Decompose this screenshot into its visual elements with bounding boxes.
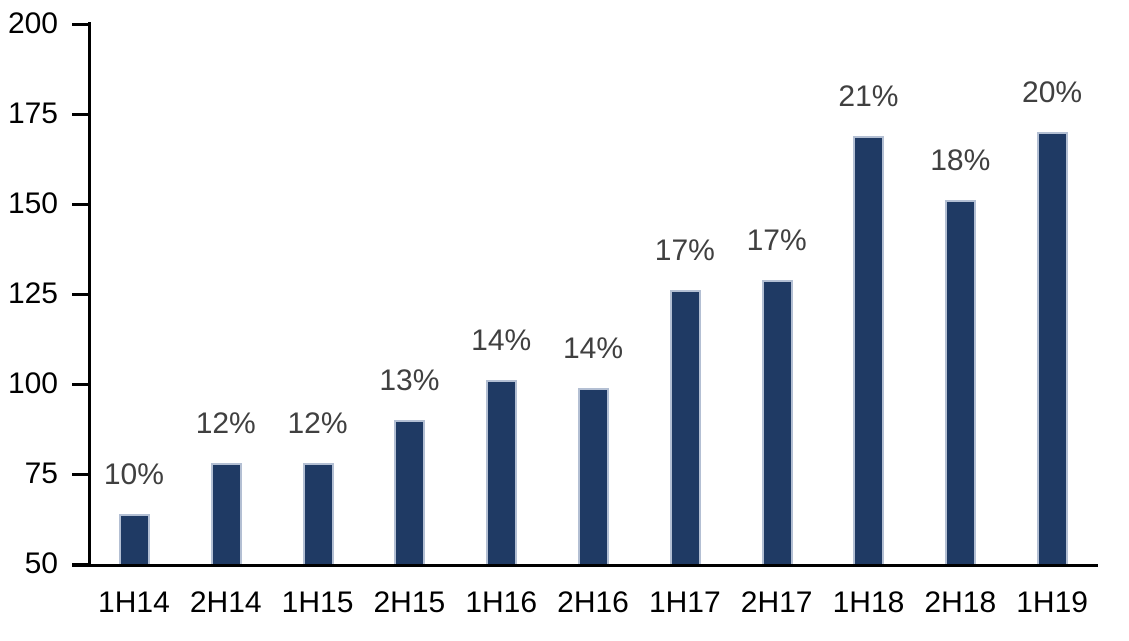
y-tick-label: 75 [24,457,58,490]
bar [853,135,885,564]
bar [1037,132,1069,564]
x-tick-label: 2H16 [557,586,629,619]
bar-value-label: 13% [379,364,440,397]
bar [669,290,701,564]
bar-value-label: 18% [930,144,991,178]
y-tick-label: 200 [7,7,58,40]
y-tick-mark [72,563,91,566]
x-tick-label: 1H18 [832,586,905,619]
bar-value-label: 17% [654,234,715,268]
y-tick-label: 50 [24,547,58,580]
bar [945,200,977,564]
bar [210,463,242,564]
x-tick-label: 2H14 [189,586,262,619]
bar-value-label: 14% [562,331,624,365]
y-tick-mark [72,383,91,386]
bar [394,420,426,564]
y-tick-mark [72,473,91,476]
x-tick-label: 2H18 [924,586,997,619]
bar-value-label: 14% [471,324,532,358]
bar-value-label: 10% [103,457,164,491]
y-tick-mark [72,23,91,26]
bar-value-label: 20% [1022,76,1083,109]
bar [302,463,334,564]
x-axis-line [72,564,1098,567]
x-tick-label: 1H14 [98,586,170,619]
bar-value-label: 12% [195,407,256,441]
x-tick-label: 2H17 [740,586,813,619]
bar-value-label: 17% [746,223,807,257]
bar [118,513,150,564]
x-tick-label: 2H15 [373,586,446,619]
y-tick-label: 150 [7,187,58,220]
x-tick-label: 1H15 [281,586,354,619]
x-tick-label: 1H17 [648,586,721,619]
bar [761,279,793,564]
y-tick-mark [72,293,91,296]
x-tick-label: 1H19 [1016,586,1088,619]
y-tick-label: 100 [7,367,58,400]
bar [578,387,609,564]
y-tick-mark [72,203,91,206]
y-tick-label: 125 [7,277,58,310]
x-tick-label: 1H16 [465,586,538,619]
bar [486,380,518,564]
bar-value-label: 21% [838,79,899,113]
y-tick-mark [72,113,91,116]
y-tick-label: 175 [7,97,58,130]
bar-value-label: 12% [287,407,348,441]
